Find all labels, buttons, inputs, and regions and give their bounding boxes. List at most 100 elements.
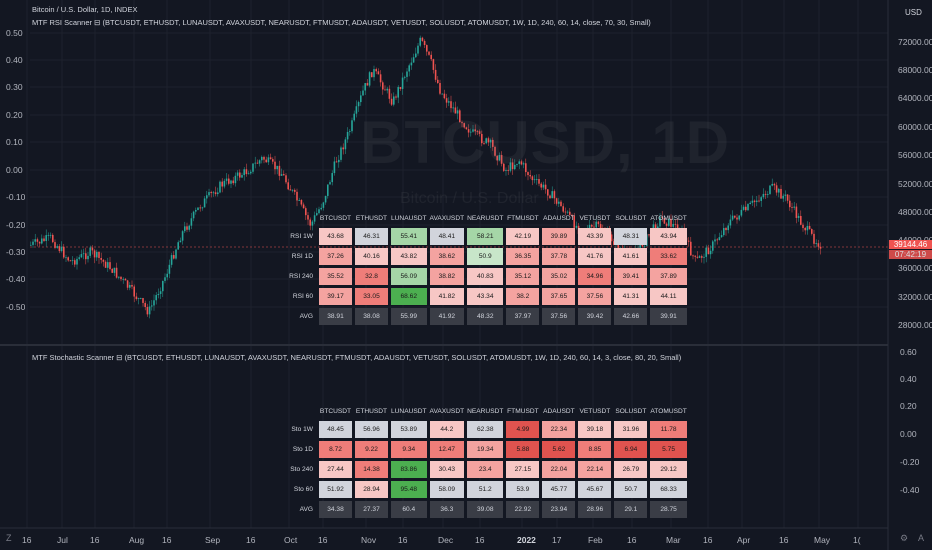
table-cell: 48.32 [467, 308, 504, 325]
candle-body [465, 127, 468, 130]
candle-body [49, 234, 52, 236]
table-cell: 39.91 [650, 308, 687, 325]
candle-body [725, 228, 727, 231]
candle-body [181, 231, 184, 241]
candle-body [120, 276, 122, 280]
table-cell: 19.34 [467, 441, 504, 458]
sto-scanner-title[interactable]: MTF Stochastic Scanner ⊟ (BTCUSDT, ETHUS… [32, 353, 682, 362]
price-axis-tick: 56000.00 [898, 150, 932, 160]
candle-body [597, 221, 600, 225]
candle-body [800, 215, 802, 225]
column-header: AVAXUSDT [429, 214, 465, 222]
candle-body [201, 207, 204, 209]
candle-body [36, 239, 39, 242]
candle-body [690, 241, 692, 256]
table-cell: 28.96 [578, 501, 612, 518]
candle-body [784, 194, 787, 196]
candle-body [126, 280, 129, 288]
candle-body [175, 249, 177, 259]
candle-body [591, 224, 593, 227]
candle-body [778, 188, 780, 193]
candle-body [228, 178, 230, 184]
candle-body [434, 69, 437, 80]
candle-body [313, 215, 316, 222]
table-cell: 23.4 [467, 461, 504, 478]
candle-body [177, 242, 179, 250]
candle-body [173, 255, 175, 259]
table-cell: 9.22 [355, 441, 388, 458]
candle-body [520, 161, 523, 165]
auto-scale-icon[interactable]: A [918, 533, 925, 543]
price-axis-tick: 68000.00 [898, 65, 932, 75]
candle-body [166, 273, 168, 278]
candle-body [566, 211, 569, 213]
table-cell: 26.79 [614, 461, 648, 478]
settings-icon[interactable]: ⚙ [900, 533, 909, 543]
candle-body [476, 131, 479, 132]
candle-body [793, 206, 795, 208]
candle-body [745, 206, 747, 211]
table-cell: 36.3 [429, 501, 465, 518]
candle-body [663, 218, 666, 224]
candle-body [481, 133, 483, 144]
zoom-icon[interactable]: Z [6, 533, 12, 543]
candle-body [729, 219, 732, 226]
table-cell: 27.37 [355, 501, 388, 518]
candle-body [599, 224, 602, 231]
candle-body [415, 53, 417, 58]
price-axis-tick: 60000.00 [898, 122, 932, 132]
candle-body [252, 163, 254, 172]
column-header: ATOMUSDT [650, 214, 687, 222]
candle-body [395, 96, 397, 98]
column-header: FTMUSDT [507, 407, 539, 415]
candle-body [265, 159, 267, 163]
candle-body [276, 165, 278, 170]
left-axis-tick: 0.30 [6, 82, 23, 92]
main-chart-title[interactable]: Bitcoin / U.S. Dollar, 1D, INDEX [32, 5, 138, 14]
candle-body [357, 102, 360, 107]
table-cell: 55.41 [391, 228, 427, 245]
candle-body [408, 65, 410, 72]
candle-body [331, 173, 333, 183]
time-axis-tick: 16 [398, 535, 408, 545]
left-axis-tick: -0.50 [6, 302, 26, 312]
row-label: RSI 1D [291, 253, 313, 260]
column-header: SOLUSDT [615, 407, 647, 415]
time-axis-tick: Nov [361, 535, 377, 545]
table-cell: 29.12 [650, 461, 687, 478]
candle-body [384, 89, 386, 91]
candle-body [71, 260, 74, 262]
rsi-scanner-title[interactable]: MTF RSI Scanner ⊟ (BTCUSDT, ETHUSDT, LUN… [32, 18, 651, 27]
time-axis-tick: Oct [284, 535, 298, 545]
candle-body [714, 239, 716, 242]
candle-body [564, 211, 567, 213]
candle-body [307, 215, 309, 220]
row-label: RSI 60 [292, 293, 313, 300]
candle-body [69, 260, 72, 262]
candle-body [311, 221, 314, 226]
currency-label[interactable]: USD [905, 8, 922, 17]
candle-body [388, 88, 391, 99]
table-cell: 28.75 [650, 501, 687, 518]
candle-body [333, 161, 336, 174]
time-axis-tick: 16 [779, 535, 789, 545]
candle-body [135, 296, 138, 300]
candle-body [76, 258, 78, 265]
candle-body [91, 247, 94, 251]
candle-body [547, 189, 549, 196]
candle-body [335, 161, 338, 163]
price-axis-tick: 36000.00 [898, 263, 932, 273]
candle-body [742, 206, 745, 210]
candle-body [296, 191, 298, 201]
candle-body [234, 175, 237, 184]
candle-body [104, 261, 107, 268]
table-cell: 22.92 [506, 501, 540, 518]
candle-body [170, 255, 173, 265]
time-axis-tick: Dec [438, 535, 454, 545]
candle-body [474, 129, 476, 132]
table-cell: 43.68 [319, 228, 352, 245]
table-cell: 35.52 [319, 268, 352, 285]
candle-body [613, 241, 615, 245]
time-axis-tick: 2022 [517, 535, 536, 545]
candle-body [100, 257, 102, 260]
